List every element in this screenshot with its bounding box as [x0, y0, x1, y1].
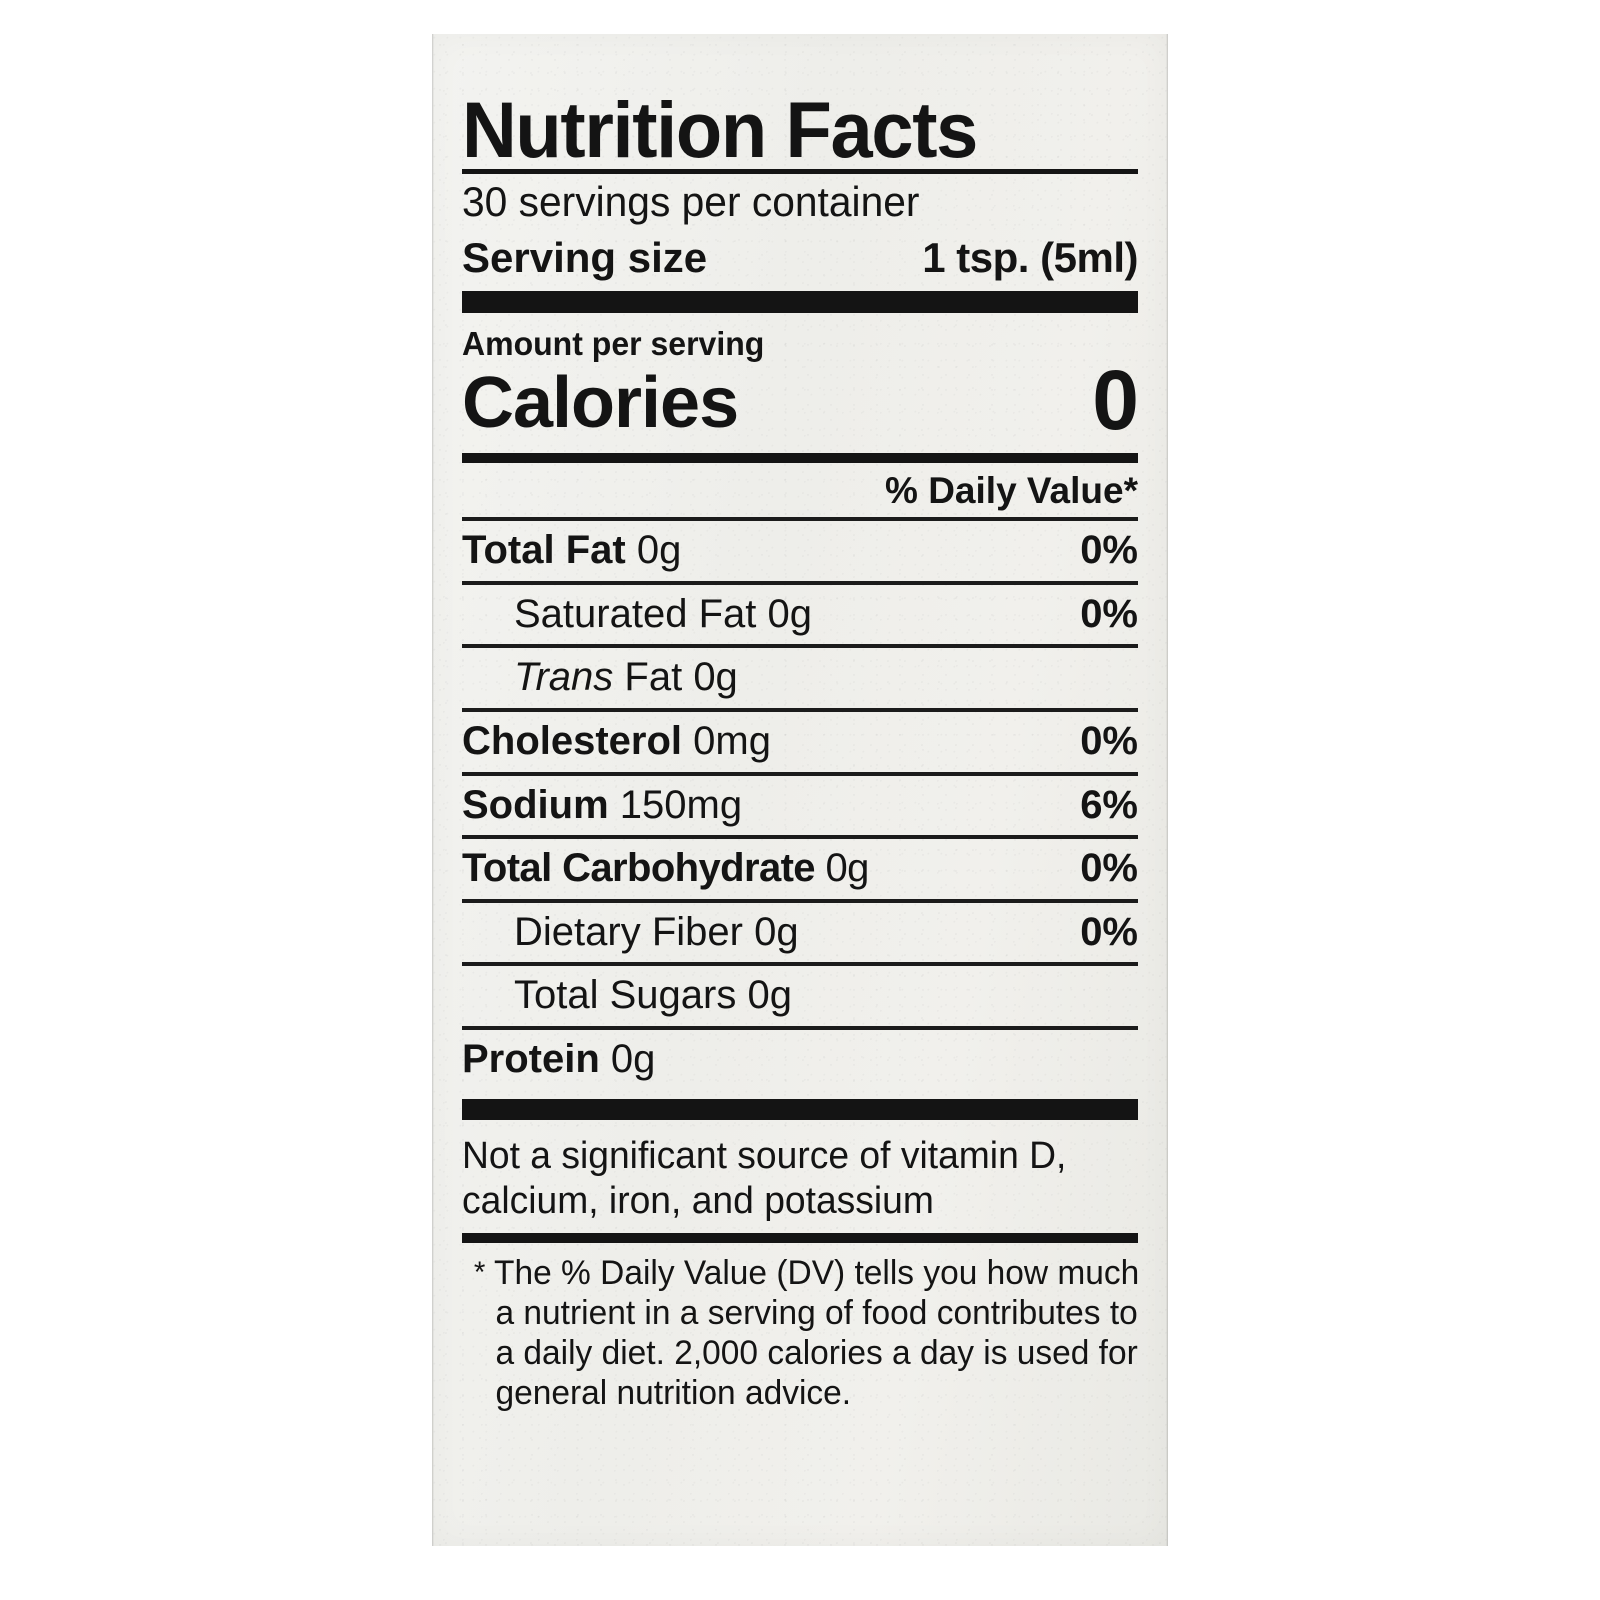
nutrient-name-cholesterol: Cholesterol 0mg [462, 718, 771, 763]
nutrient-row-saturated-fat: Saturated Fat 0g 0% [462, 585, 1138, 645]
rule-row [462, 580, 1138, 585]
nutrient-amount-total-fat: 0g [636, 528, 682, 573]
calories-label: Calories [462, 363, 739, 444]
nutrient-name-dietary-fiber: Dietary Fiber 0g [514, 909, 799, 954]
nutrient-name-total-fat: Total Fat 0g [462, 528, 682, 573]
serving-size-label: Serving size [462, 234, 708, 282]
rule-row [462, 962, 1138, 967]
rule-row [462, 644, 1138, 649]
nutrient-name-sodium: Sodium 150mg [462, 782, 743, 827]
footnote-text: The % Daily Value (DV) tells you how muc… [494, 1253, 1140, 1412]
nutrient-amount-cholesterol: 0mg [693, 718, 771, 763]
nutrition-facts-table: Nutrition Facts 30 servings per containe… [462, 34, 1139, 1413]
servings-per-container: 30 servings per container [462, 178, 920, 225]
nutrient-row-sodium: Sodium 150mg 6% [462, 776, 1138, 836]
rule-under-dv-header [462, 517, 1138, 522]
nutrient-row-total-sugars: Total Sugars 0g [462, 966, 1138, 1026]
rule-row [462, 898, 1138, 903]
not-significant-line-2: calcium, iron, and potassium [462, 1179, 934, 1222]
nutrient-name-total-carbohydrate: Total Carbohydrate 0g [462, 846, 869, 891]
not-significant-line-1: Not a significant source of vitamin D, [462, 1135, 1067, 1178]
nutrient-amount-dietary-fiber: 0g [754, 909, 799, 954]
nutrient-amount-trans-fat: Fat 0g [624, 655, 738, 700]
nutrient-amount-saturated-fat: 0g [767, 591, 813, 636]
nutrient-amount-total-sugars: 0g [747, 973, 792, 1018]
nutrient-name-saturated-fat: Saturated Fat 0g [514, 591, 813, 636]
nutrient-amount-total-carbohydrate: 0g [825, 846, 869, 891]
nutrient-dv-cholesterol: 0% [1080, 718, 1138, 763]
nutrient-name-total-sugars: Total Sugars 0g [514, 973, 792, 1018]
nutrient-amount-sodium: 150mg [619, 782, 743, 827]
nutrient-dv-saturated-fat: 0% [1080, 591, 1138, 636]
amount-per-serving-label: Amount per serving [462, 325, 765, 363]
nutrient-row-trans-fat: Trans Fat 0g [462, 648, 1138, 708]
rule-under-title [462, 169, 1138, 174]
nutrient-dv-sodium: 6% [1080, 782, 1138, 827]
serving-size-value: 1 tsp. (5ml) [922, 234, 1138, 282]
nutrition-facts-title: Nutrition Facts [462, 85, 978, 174]
rule-thick-after-serving-size [462, 291, 1138, 314]
daily-value-header: % Daily Value* [885, 470, 1138, 512]
nutrient-dv-dietary-fiber: 0% [1080, 909, 1138, 954]
nutrient-dv-total-carbohydrate: 0% [1080, 846, 1138, 891]
nutrient-row-cholesterol: Cholesterol 0mg 0% [462, 712, 1138, 772]
nutrient-name-trans-fat: Trans Fat 0g [514, 655, 738, 700]
not-significant-source-note: Not a significant source of vitamin D, c… [462, 1120, 1124, 1232]
rule-above-dv-footnote [462, 1232, 1138, 1243]
daily-value-footnote: * The % Daily Value (DV) tells you how m… [462, 1243, 1146, 1413]
nutrition-label-panel: Nutrition Facts 30 servings per containe… [432, 34, 1168, 1546]
nutrient-row-total-fat: Total Fat 0g 0% [462, 521, 1138, 581]
rule-row [462, 1025, 1138, 1030]
calories-row: Calories 0 [462, 353, 1139, 448]
calories-value: 0 [1092, 353, 1139, 448]
nutrient-row-protein: Protein 0g [462, 1030, 1138, 1090]
rule-thick-after-protein [462, 1099, 1138, 1121]
rule-under-calories [462, 453, 1138, 464]
nutrient-row-total-carbohydrate: Total Carbohydrate 0g 0% [462, 839, 1138, 899]
nutrient-row-dietary-fiber: Dietary Fiber 0g 0% [462, 903, 1138, 963]
rule-row [462, 835, 1138, 840]
nutrient-amount-protein: 0g [610, 1036, 656, 1081]
nutrient-name-protein: Protein 0g [462, 1036, 656, 1081]
rule-row [462, 771, 1138, 776]
nutrient-dv-total-fat: 0% [1080, 528, 1138, 573]
rule-row [462, 707, 1138, 712]
footnote-asterisk: * [473, 1255, 486, 1289]
serving-size-row: Serving size 1 tsp. (5ml) [462, 234, 1138, 282]
